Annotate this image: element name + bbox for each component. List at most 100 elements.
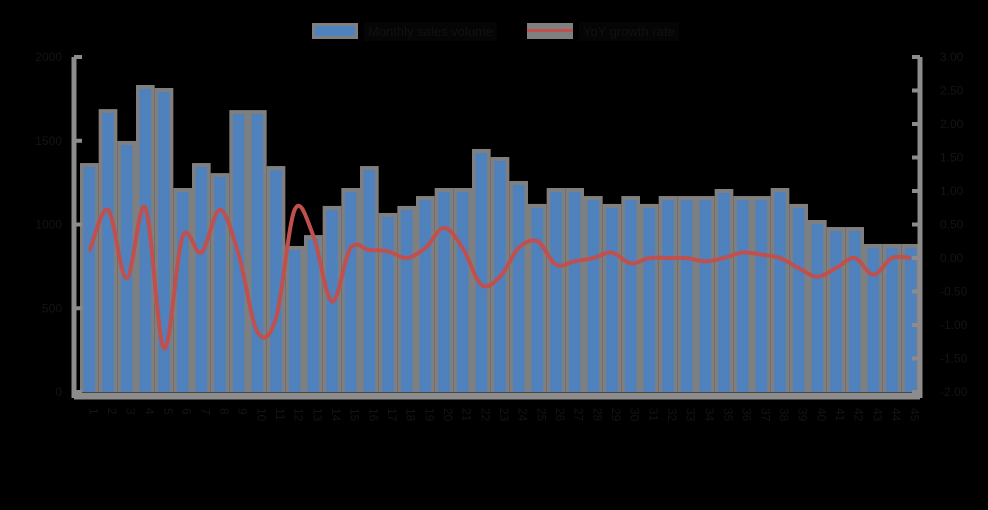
x-tick-label: 36 <box>740 408 754 422</box>
x-tick-label: 23 <box>497 408 511 422</box>
x-tick-label: 34 <box>702 408 716 422</box>
x-tick-label: 25 <box>534 408 548 422</box>
bar <box>755 200 768 392</box>
right-tick-label: -0.50 <box>940 285 968 299</box>
legend-bar-swatch-icon <box>312 23 358 39</box>
x-tick-label: 10 <box>254 408 268 422</box>
bar <box>568 192 581 392</box>
x-tick-label: 37 <box>758 408 772 422</box>
bar <box>587 200 600 392</box>
right-tick-label: 2.00 <box>940 117 964 131</box>
x-tick-label: 21 <box>460 408 474 422</box>
x-tick-label: 19 <box>422 408 436 422</box>
x-tick-label: 3 <box>124 408 138 415</box>
x-tick-label: 22 <box>478 408 492 422</box>
bar <box>139 88 152 393</box>
x-tick-label: 11 <box>273 408 287 421</box>
bar <box>774 192 786 392</box>
chart-legend: Monthly sales volume YoY growth rate <box>312 18 679 44</box>
x-tick-label: 4 <box>142 408 156 415</box>
left-tick-label: 1000 <box>35 218 62 232</box>
x-tick-label: 26 <box>553 408 567 422</box>
x-tick-label: 5 <box>161 408 175 415</box>
x-tick-label: 12 <box>292 408 306 422</box>
x-tick-label: 35 <box>721 408 735 422</box>
bar-series <box>80 84 920 393</box>
line-series <box>87 203 911 351</box>
bar <box>848 231 861 392</box>
legend-line-label: YoY growth rate <box>579 21 679 41</box>
bar <box>102 113 114 393</box>
right-tick-label: 2.50 <box>940 84 964 98</box>
bar <box>475 152 488 392</box>
x-tick-label: 24 <box>516 408 530 422</box>
bar <box>438 192 450 392</box>
bar <box>867 247 880 392</box>
x-tick-label: 9 <box>236 408 250 415</box>
legend-item-bars: Monthly sales volume <box>312 21 497 41</box>
left-tick-label: 1500 <box>35 134 62 148</box>
bar <box>419 200 432 392</box>
bar <box>512 184 525 392</box>
x-tick-label: 29 <box>609 408 623 422</box>
x-tick-label: 8 <box>217 408 231 415</box>
x-tick-label: 31 <box>646 408 660 422</box>
bar <box>176 192 189 392</box>
legend-line-swatch-icon <box>527 23 573 39</box>
bar <box>624 200 637 392</box>
bar <box>214 177 226 392</box>
x-tick-label: 14 <box>329 408 343 422</box>
x-tick-label: 1 <box>86 408 100 415</box>
x-tick-label: 13 <box>310 408 324 422</box>
bar <box>699 200 712 392</box>
x-tick-label: 7 <box>198 408 212 415</box>
x-tick-label: 45 <box>908 408 922 422</box>
x-tick-label: 20 <box>441 408 455 422</box>
right-tick-label: 0.00 <box>940 251 964 265</box>
right-tick-label: -1.50 <box>940 352 968 366</box>
bar <box>811 223 824 392</box>
bar <box>904 247 917 392</box>
bar <box>382 216 394 392</box>
x-tick-label: 44 <box>889 408 903 422</box>
bar <box>344 192 357 392</box>
bar <box>456 192 469 392</box>
bar <box>158 92 170 392</box>
bar <box>643 207 656 392</box>
x-tick-label: 18 <box>404 408 418 422</box>
x-tick-label: 32 <box>665 408 679 422</box>
bar <box>400 209 413 392</box>
right-tick-label: 1.00 <box>940 184 964 198</box>
left-tick-label: 2000 <box>35 50 62 64</box>
bar <box>363 170 376 392</box>
bar <box>662 200 674 392</box>
bar <box>792 207 805 392</box>
bar <box>307 239 320 392</box>
left-tick-label: 500 <box>42 301 62 315</box>
x-tick-label: 40 <box>814 408 828 422</box>
bar <box>550 192 562 392</box>
bar <box>120 144 133 392</box>
bar <box>606 207 618 392</box>
right-tick-label: 3.00 <box>940 50 964 64</box>
bar <box>680 200 693 392</box>
bar <box>195 167 208 392</box>
bar <box>886 247 898 392</box>
x-tick-label: 17 <box>385 408 399 422</box>
x-tick-label: 33 <box>684 408 698 422</box>
x-tick-label: 39 <box>796 408 810 422</box>
x-tick-label: 2 <box>105 408 119 415</box>
x-tick-label: 38 <box>777 408 791 422</box>
right-tick-label: -1.00 <box>940 318 968 332</box>
x-tick-label: 28 <box>590 408 604 422</box>
legend-bar-label: Monthly sales volume <box>364 21 497 41</box>
x-tick-label: 27 <box>572 408 586 422</box>
x-tick-label: 16 <box>366 408 380 422</box>
left-tick-label: 0 <box>55 385 62 399</box>
bar <box>531 207 544 392</box>
x-tick-label: 42 <box>852 408 866 422</box>
right-tick-label: -2.00 <box>940 385 968 399</box>
x-tick-label: 15 <box>348 408 362 422</box>
bar <box>83 167 96 392</box>
